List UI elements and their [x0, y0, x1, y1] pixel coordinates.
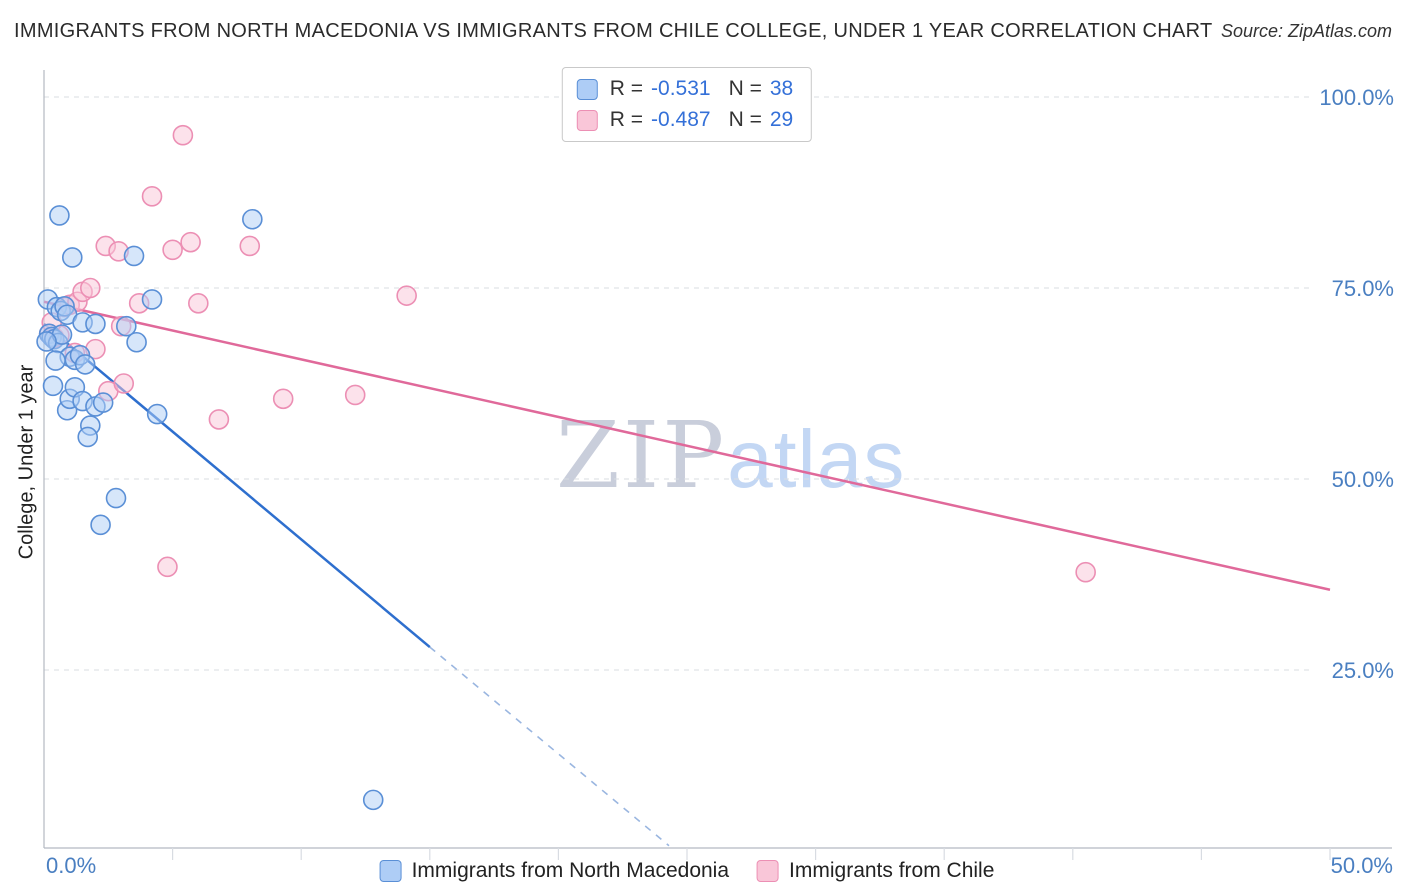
point-chile [141, 186, 163, 207]
point-chile [344, 384, 366, 406]
n-label: N = [728, 77, 762, 100]
point-north-macedonia [90, 514, 111, 536]
point-chile [396, 285, 417, 306]
legend-label-north-macedonia: Immigrants from North Macedonia [411, 859, 730, 882]
point-north-macedonia [74, 354, 96, 375]
point-north-macedonia [123, 245, 145, 267]
r-value-chile: -0.487 [651, 108, 711, 131]
source-label: Source: ZipAtlas.com [1220, 21, 1392, 41]
point-chile [157, 556, 178, 578]
y-tick-label: 100.0% [1319, 85, 1394, 110]
legend-swatch-north-macedonia [379, 860, 402, 882]
r-value-north-macedonia: -0.531 [651, 77, 711, 100]
n-value-north-macedonia: 38 [769, 77, 794, 100]
point-chile [172, 124, 194, 146]
legend-swatch-chile [757, 860, 780, 882]
point-north-macedonia [45, 350, 66, 371]
point-chile [1075, 561, 1096, 583]
point-north-macedonia [141, 289, 163, 310]
point-north-macedonia [146, 403, 168, 425]
point-north-macedonia [85, 313, 106, 335]
page-title: IMMIGRANTS FROM NORTH MACEDONIA VS IMMIG… [14, 20, 1213, 42]
y-tick-label: 75.0% [1332, 276, 1394, 301]
r-label: R = [609, 77, 644, 100]
y-tick-label: 50.0% [1332, 467, 1394, 492]
point-north-macedonia [116, 315, 137, 337]
point-north-macedonia [61, 247, 83, 268]
trend-line-chile [43, 300, 1331, 591]
point-chile [113, 373, 135, 394]
point-north-macedonia [126, 331, 147, 353]
point-chile [180, 231, 201, 253]
header: IMMIGRANTS FROM NORTH MACEDONIA VS IMMIG… [14, 20, 1392, 43]
point-chile [79, 277, 101, 299]
correlation-stats-legend: R = -0.531 N = 38 R = -0.487 N = 29 [561, 67, 813, 142]
trend-line-north-macedonia [43, 322, 431, 649]
point-north-macedonia [105, 487, 127, 509]
point-north-macedonia [36, 331, 57, 352]
x-tick-label-max: 50.0% [1331, 853, 1393, 878]
point-north-macedonia [77, 426, 99, 448]
point-north-macedonia [242, 208, 263, 230]
legend-row-north-macedonia: R = -0.531 N = 38 [576, 77, 794, 101]
point-chile [272, 388, 294, 410]
legend-label-chile: Immigrants from Chile [789, 859, 995, 882]
y-tick-label: 25.0% [1332, 658, 1394, 683]
legend-swatch-chile [576, 109, 598, 131]
n-value-chile: 29 [769, 108, 794, 131]
r-label: R = [609, 108, 644, 131]
point-chile [208, 409, 230, 430]
point-north-macedonia [49, 205, 70, 226]
point-chile [239, 235, 261, 257]
point-chile [188, 292, 209, 314]
n-label: N = [728, 108, 762, 131]
point-north-macedonia [42, 375, 64, 397]
legend-swatch-north-macedonia [576, 78, 598, 100]
point-chile [162, 239, 183, 261]
legend-row-chile: R = -0.487 N = 29 [576, 108, 794, 132]
y-axis-label: College, Under 1 year [15, 364, 38, 560]
x-tick-label-min: 0.0% [46, 853, 96, 878]
point-north-macedonia [92, 392, 114, 413]
point-north-macedonia [362, 789, 384, 811]
series-legend: Immigrants from North Macedonia Immigran… [379, 859, 995, 883]
trend-line-north-macedonia-extrapolated [429, 646, 670, 847]
